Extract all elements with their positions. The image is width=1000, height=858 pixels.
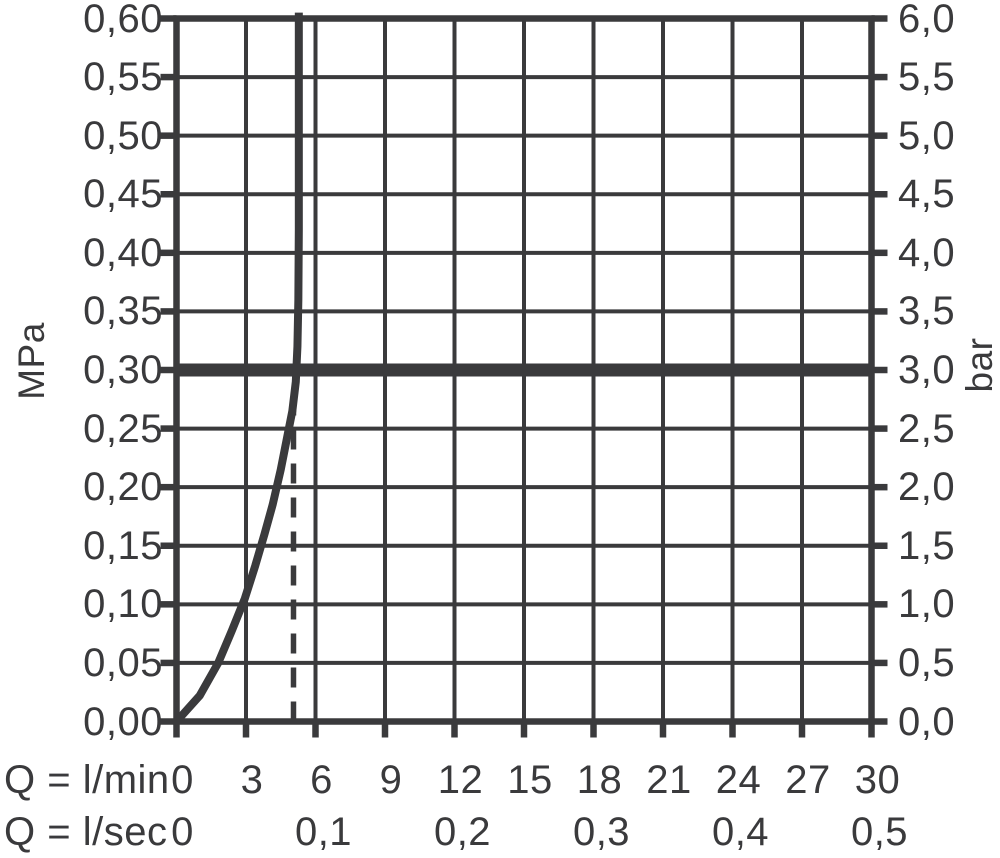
x-axis-lmin-prefix-label: Q = l/min xyxy=(4,758,170,802)
y-right-tick-label: 1,5 xyxy=(898,523,956,568)
y-left-tick-label: 0,60 xyxy=(83,0,163,41)
y-right-tick-label: 2,0 xyxy=(898,465,956,510)
x-lmin-tick-label: 30 xyxy=(854,758,901,802)
x-lsec-tick-label: 0,3 xyxy=(572,810,631,854)
y-right-tick-label: 4,5 xyxy=(898,172,956,217)
flow-curve xyxy=(173,12,303,725)
y-right-tick-label: 5,0 xyxy=(898,113,956,158)
x-lmin-tick-label: 21 xyxy=(646,758,692,802)
x-lmin-tick-label: 6 xyxy=(310,758,333,802)
x-lmin-tick-label: 12 xyxy=(437,758,484,802)
y-left-tick-label: 0,15 xyxy=(83,523,163,568)
y-left-tick-label: 0,25 xyxy=(83,406,163,451)
y-left-tick-label: 0,20 xyxy=(83,465,163,510)
y-right-tick-label: 3,5 xyxy=(898,289,956,334)
y-right-tick-label: 0,5 xyxy=(898,640,956,685)
x-lmin-tick-label: 15 xyxy=(507,758,553,802)
x-lmin-tick-label: 18 xyxy=(576,758,623,802)
x-lmin-tick-label: 24 xyxy=(715,758,762,802)
x-lmin-tick-label: 27 xyxy=(785,758,831,802)
x-lsec-tick-label: 0,1 xyxy=(294,810,353,854)
y-left-tick-label: 0,40 xyxy=(83,230,163,275)
x-lsec-tick-label: 0,5 xyxy=(850,810,909,854)
x-lsec-tick-label: 0,4 xyxy=(711,810,770,854)
x-lmin-tick-label: 9 xyxy=(379,758,403,802)
y-left-tick-label: 0,30 xyxy=(83,348,163,392)
y-left-tick-label: 0,50 xyxy=(83,113,163,158)
y-left-tick-label: 0,00 xyxy=(83,699,163,744)
y-left-tick-label: 0,45 xyxy=(83,172,163,217)
y-left-tick-label: 0,55 xyxy=(83,55,163,100)
y-right-tick-label: 3,0 xyxy=(898,348,956,392)
x-lmin-tick-label: 0 xyxy=(171,758,194,802)
x-lsec-tick-label: 0 xyxy=(171,810,194,854)
y-left-tick-label: 0,35 xyxy=(83,289,163,334)
x-axis-lsec-prefix-label: Q = l/sec xyxy=(4,810,168,854)
x-lsec-tick-label: 0,2 xyxy=(433,810,492,854)
y-left-tick-label: 0,10 xyxy=(83,582,163,627)
y-left-tick-label: 0,05 xyxy=(83,640,163,685)
y-right-tick-label: 4,0 xyxy=(898,230,956,275)
y-right-tick-label: 6,0 xyxy=(898,0,956,41)
y-axis-right-unit-label: bar xyxy=(959,337,1000,393)
y-right-tick-label: 5,5 xyxy=(898,55,956,100)
y-right-tick-label: 2,5 xyxy=(898,406,956,451)
y-right-tick-label: 1,0 xyxy=(898,582,956,627)
x-lmin-tick-label: 3 xyxy=(240,758,264,802)
y-right-tick-label: 0,0 xyxy=(898,699,956,744)
